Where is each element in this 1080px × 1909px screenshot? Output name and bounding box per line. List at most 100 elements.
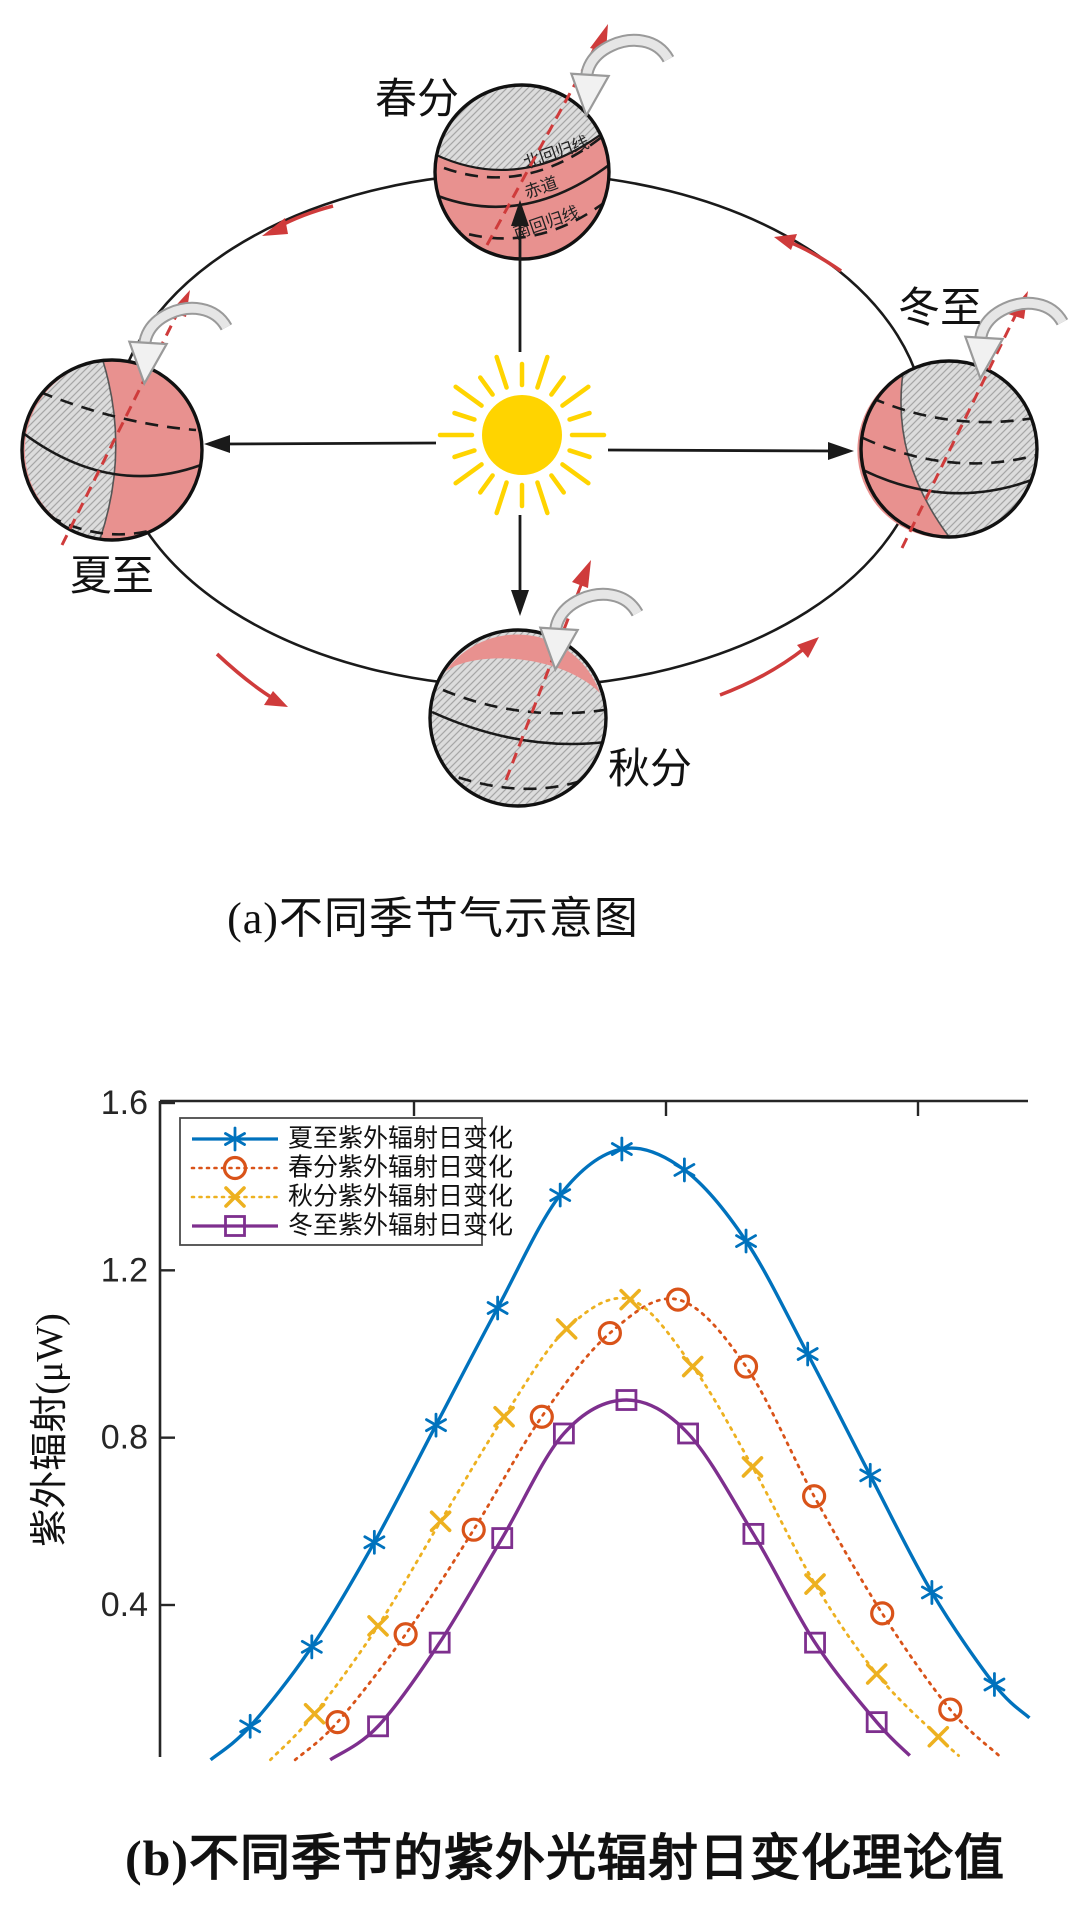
sun-ray-icon bbox=[535, 480, 550, 516]
sun-ray-icon bbox=[549, 473, 566, 495]
legend-item: 春分紫外辐射日变化 bbox=[190, 1154, 513, 1182]
data-point-marker bbox=[742, 1522, 765, 1545]
data-point-marker bbox=[741, 1456, 764, 1478]
asterisk-marker-icon bbox=[796, 1347, 819, 1361]
x-marker-icon bbox=[804, 1573, 826, 1595]
sun-ray-icon bbox=[560, 462, 591, 486]
sun-ray-icon bbox=[567, 410, 592, 422]
sun-ray-icon bbox=[549, 375, 566, 397]
series-line bbox=[269, 1296, 960, 1762]
sunlight-arrows bbox=[204, 200, 854, 616]
data-point-marker bbox=[224, 1186, 246, 1208]
rotation-axis bbox=[900, 309, 1020, 549]
sun-ray-icon bbox=[535, 354, 550, 390]
asterisk-marker-icon bbox=[486, 1301, 509, 1315]
square-marker-icon bbox=[677, 1422, 699, 1445]
x-ticks bbox=[412, 1101, 920, 1116]
data-point-marker bbox=[870, 1601, 895, 1626]
x-marker-icon bbox=[681, 1355, 704, 1378]
data-point-marker bbox=[303, 1702, 326, 1725]
asterisk-marker-icon bbox=[735, 1234, 757, 1248]
rotation-ribbon-icon bbox=[536, 587, 645, 671]
legend-label: 冬至紫外辐射日变化 bbox=[288, 1212, 513, 1240]
legend-item: 夏至紫外辐射日变化 bbox=[192, 1125, 513, 1153]
asterisk-marker-icon bbox=[549, 1188, 572, 1202]
sun-rays bbox=[437, 354, 607, 516]
legend-label: 夏至紫外辐射日变化 bbox=[288, 1125, 513, 1153]
y-tick-label: 0.4 bbox=[101, 1586, 148, 1624]
seasons-diagram: 北回归线 赤道 南回归线 春分 冬至 bbox=[20, 24, 1080, 808]
sun-ray-icon bbox=[567, 448, 592, 460]
uv-chart: 1.6 1.2 0.8 0.4 紫外辐射(μW) 夏至紫外辐射日变化春分紫外辐射日变化… bbox=[29, 1084, 1031, 1762]
sun-ray-icon bbox=[452, 448, 477, 460]
data-point-marker bbox=[224, 1215, 246, 1237]
data-point-marker bbox=[796, 1341, 819, 1367]
rotation-ribbon-icon bbox=[125, 301, 234, 385]
data-point-marker bbox=[615, 1389, 638, 1411]
sun-ray-icon bbox=[478, 473, 495, 495]
circle-marker-icon bbox=[938, 1697, 963, 1722]
direction-arrowhead-icon bbox=[774, 234, 797, 250]
circle-marker-icon bbox=[325, 1710, 350, 1735]
rotation-ribbon-icon bbox=[567, 33, 676, 117]
circle-marker-icon bbox=[222, 1155, 248, 1181]
data-point-marker bbox=[735, 1228, 757, 1254]
sun-ray-icon bbox=[494, 480, 509, 516]
globe-summer bbox=[20, 290, 234, 546]
direction-arrow-bottom-right-icon bbox=[719, 646, 807, 697]
data-point-marker bbox=[486, 1295, 509, 1321]
data-point-marker bbox=[493, 1405, 515, 1428]
sun-ray-icon bbox=[560, 384, 591, 408]
data-point-marker bbox=[428, 1631, 451, 1654]
data-point-marker bbox=[865, 1663, 888, 1685]
y-tick-labels: 1.6 1.2 0.8 0.4 bbox=[101, 1084, 148, 1624]
rotation-axis bbox=[485, 41, 600, 246]
circle-marker-icon bbox=[461, 1517, 486, 1542]
asterisk-marker-icon bbox=[983, 1677, 1006, 1692]
asterisk-marker-icon bbox=[224, 1132, 246, 1146]
circle-marker-icon bbox=[665, 1287, 691, 1312]
square-marker-icon bbox=[742, 1522, 765, 1545]
direction-arrowhead-icon bbox=[262, 218, 288, 236]
data-point-marker bbox=[804, 1631, 826, 1654]
square-marker-icon bbox=[491, 1527, 514, 1549]
square-marker-icon bbox=[224, 1215, 246, 1237]
y-ticks bbox=[160, 1101, 175, 1607]
data-point-marker bbox=[300, 1634, 323, 1660]
circle-marker-icon bbox=[802, 1484, 827, 1509]
series-line bbox=[293, 1297, 1001, 1762]
square-marker-icon bbox=[552, 1422, 575, 1445]
night-half bbox=[24, 361, 116, 539]
data-point-marker bbox=[393, 1622, 418, 1647]
data-point-marker bbox=[610, 1136, 633, 1162]
x-marker-icon bbox=[429, 1510, 452, 1533]
x-marker-icon bbox=[555, 1318, 578, 1340]
asterisk-marker-icon bbox=[920, 1585, 943, 1600]
data-point-marker bbox=[920, 1580, 943, 1605]
data-point-marker bbox=[425, 1412, 447, 1438]
chart-series bbox=[209, 1136, 1031, 1762]
y-tick-label: 1.2 bbox=[101, 1251, 148, 1289]
x-marker-icon bbox=[367, 1615, 389, 1637]
x-marker-icon bbox=[493, 1405, 515, 1428]
data-point-marker bbox=[529, 1404, 554, 1429]
season-label-summer: 夏至 bbox=[70, 554, 154, 600]
circle-marker-icon bbox=[870, 1601, 895, 1626]
data-point-marker bbox=[222, 1155, 248, 1181]
direction-arrowhead-icon bbox=[264, 691, 288, 707]
globe-winter bbox=[857, 291, 1070, 549]
data-point-marker bbox=[938, 1697, 963, 1722]
sun-ray-icon bbox=[453, 462, 484, 486]
x-marker-icon bbox=[224, 1186, 246, 1208]
legend-label: 秋分紫外辐射日变化 bbox=[288, 1183, 513, 1211]
circle-marker-icon bbox=[597, 1320, 622, 1346]
asterisk-marker-icon bbox=[859, 1468, 882, 1483]
data-point-marker bbox=[363, 1529, 386, 1555]
sun-ray-icon bbox=[478, 375, 495, 397]
data-point-marker bbox=[239, 1713, 262, 1739]
data-point-marker bbox=[983, 1672, 1006, 1697]
data-point-marker bbox=[549, 1182, 572, 1208]
square-marker-icon bbox=[428, 1631, 451, 1654]
y-tick-label: 1.6 bbox=[101, 1084, 148, 1122]
